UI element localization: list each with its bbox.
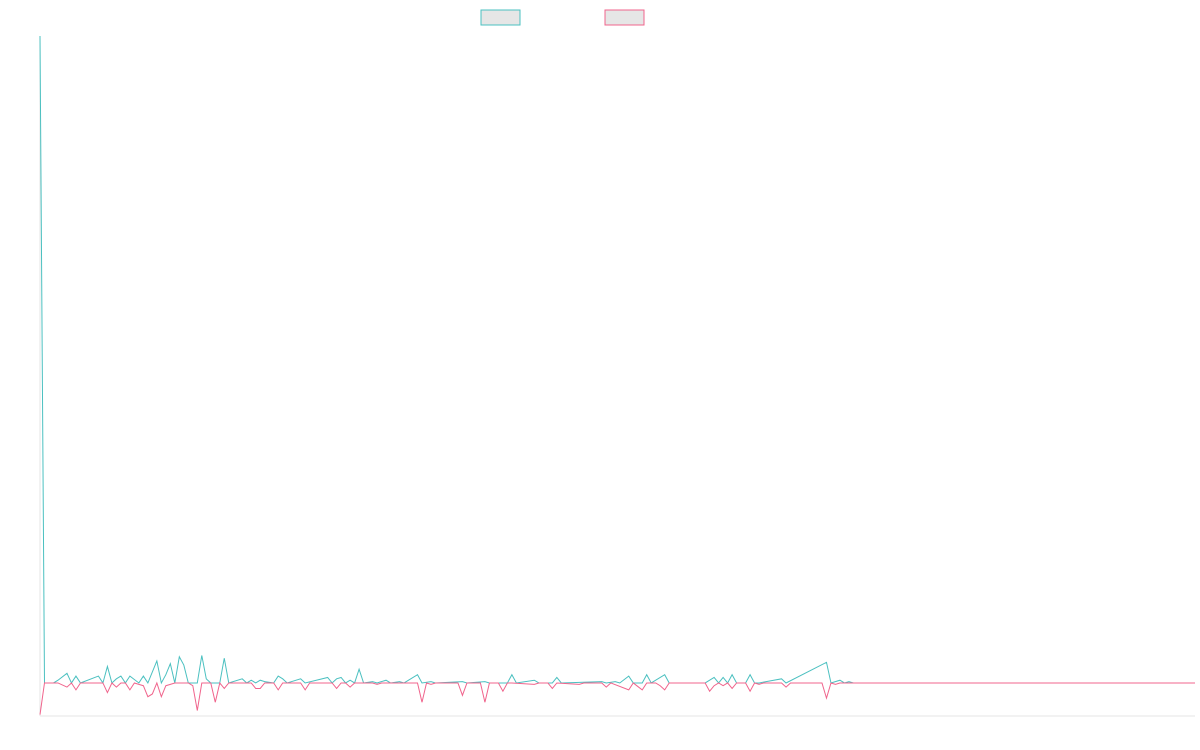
plot-area [39, 35, 1195, 715]
series-2-line [39, 681, 1195, 715]
legend-swatch-2[interactable] [604, 9, 645, 26]
series-1-line [39, 35, 1195, 685]
series-1-points [40, 36, 1195, 683]
legend [480, 9, 645, 26]
legend-swatch-1[interactable] [480, 9, 521, 26]
axes [39, 36, 1195, 717]
series-2-points [40, 683, 1195, 715]
